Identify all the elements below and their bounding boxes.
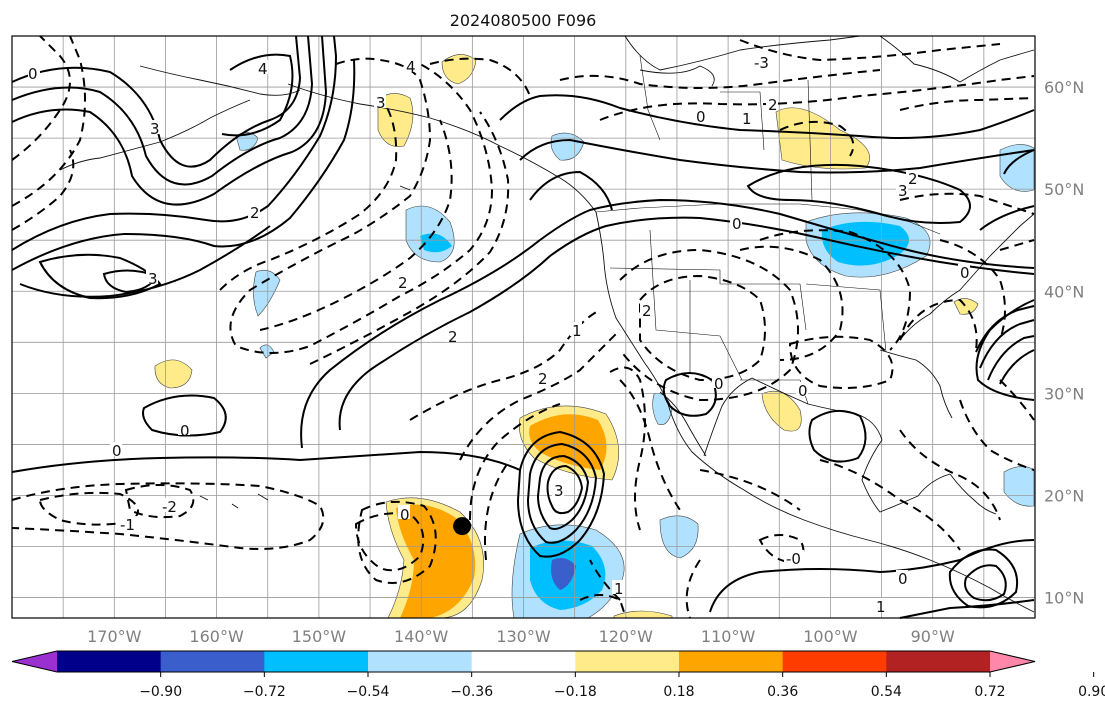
coastlines (59, 35, 1035, 613)
longitude-tick-label: 140°W (394, 627, 449, 646)
contour-label: 0 (180, 422, 190, 440)
contour-label: 3 (148, 270, 158, 288)
contour-label: 0 (696, 108, 706, 126)
positive-anomaly-core (396, 504, 476, 618)
longitude-labels: 170°W 160°W 150°W 140°W 130°W 120°W 110°W 100°W… (87, 627, 955, 646)
colorbar-extend-low (12, 651, 57, 672)
map-panel: 0 0 0 0 0 0 0 0 0 0 1 1 1 1 2 2 2 2 2 2 … (11, 35, 1036, 619)
contour-label: 3 (376, 94, 386, 112)
negative-anomaly-patch (253, 269, 281, 317)
latitude-tick-label: 50°N (1044, 180, 1084, 199)
map-frame (11, 35, 1036, 619)
contour-label: 2 (448, 328, 458, 346)
colorbar-tick-label: 0.90 (1078, 684, 1105, 700)
colorbar-tick-label: −0.36 (450, 684, 493, 700)
longitude-tick-label: 150°W (292, 627, 347, 646)
contour-label: -0 (786, 550, 801, 568)
colorbar-segment (160, 651, 265, 672)
contour-label: -3 (754, 54, 769, 72)
contour-label: 2 (768, 96, 778, 114)
colorbar-tick-label: 0.72 (974, 684, 1005, 700)
colorbar: −0.90 −0.72 −0.54 −0.36 −0.18 0.18 0.36 0.54 0.7… (11, 650, 1105, 700)
contour-label: 1 (742, 110, 752, 128)
contour-label: 0 (798, 382, 808, 400)
longitude-tick-label: 170°W (87, 627, 142, 646)
colorbar-tick-label: −0.18 (554, 684, 597, 700)
negative-anomaly-patch (1003, 466, 1035, 507)
longitude-tick-label: 120°W (599, 627, 654, 646)
political-borders (595, 55, 941, 405)
contour-label: 0 (714, 375, 724, 393)
contour-label: 2 (642, 302, 652, 320)
colorbar-segment (57, 651, 162, 672)
contour-label: 1 (876, 598, 886, 616)
colorbar-segment (886, 651, 991, 672)
contour-label: -2 (162, 498, 177, 516)
latitude-tick-label: 30°N (1044, 384, 1084, 403)
latitude-tick-label: 10°N (1044, 589, 1084, 608)
contour-label: 2 (250, 204, 260, 222)
colorbar-tick-label: −0.54 (347, 684, 390, 700)
latitude-labels: 60°N 50°N 40°N 30°N 20°N 10°N (1044, 78, 1084, 608)
positive-anomaly-patch (953, 298, 979, 315)
contour-label: 4 (258, 60, 268, 78)
colorbar-tick-label: 0.18 (663, 684, 694, 700)
colorbar-outline (11, 650, 1036, 673)
contour-label: 0 (960, 264, 970, 282)
latitude-tick-label: 60°N (1044, 78, 1084, 97)
contour-label: 0 (400, 506, 410, 524)
positive-anomaly-patch (441, 54, 477, 85)
colorbar-segment (368, 651, 473, 672)
colorbar-tick-label: −0.72 (243, 684, 286, 700)
contour-label: 1 (614, 580, 624, 598)
latitude-tick-label: 40°N (1044, 282, 1084, 301)
colorbar-segment (471, 651, 576, 672)
contour-label: 4 (406, 58, 416, 76)
contour-label: -1 (120, 516, 135, 534)
longitude-tick-label: 90°W (911, 627, 955, 646)
colorbar-extend-high (990, 651, 1035, 672)
colorbar-segment (575, 651, 680, 672)
storm-center-marker (453, 517, 472, 536)
longitude-tick-label: 160°W (189, 627, 244, 646)
positive-anomaly-patch (154, 359, 193, 389)
solid-contours (11, 35, 1035, 619)
contour-label: 1 (572, 322, 582, 340)
latitude-tick-label: 20°N (1044, 486, 1084, 505)
positive-anomaly-patch (377, 93, 414, 147)
colorbar-tick-label: 0.36 (767, 684, 798, 700)
longitude-tick-label: 130°W (496, 627, 551, 646)
colorbar-tick-label: −0.90 (139, 684, 182, 700)
contour-label: 3 (150, 120, 160, 138)
contour-labels: 0 0 0 0 0 0 0 0 0 0 1 1 1 1 2 2 2 2 2 2 … (28, 54, 970, 616)
contour-label: 2 (908, 170, 918, 188)
colorbar-segment (782, 651, 887, 672)
negative-anomaly-core (420, 233, 452, 253)
contour-label: 3 (554, 482, 564, 500)
colorbar-segment (264, 651, 369, 672)
negative-anomaly-patch (999, 144, 1035, 192)
contour-label: 0 (732, 215, 742, 233)
longitude-tick-label: 100°W (803, 627, 858, 646)
contour-label: 2 (538, 370, 548, 388)
contour-label: 3 (898, 182, 908, 200)
positive-anomaly-core (529, 414, 607, 470)
colorbar-tick-label: 0.54 (871, 684, 902, 700)
negative-anomaly-deep (551, 558, 576, 590)
figure-title: 2024080500 F096 (450, 11, 597, 30)
contour-label: 0 (898, 570, 908, 588)
contour-label: 2 (398, 274, 408, 292)
contour-label: 0 (112, 442, 122, 460)
longitude-tick-label: 110°W (701, 627, 756, 646)
colorbar-segment (679, 651, 784, 672)
contour-label: 0 (28, 65, 38, 83)
